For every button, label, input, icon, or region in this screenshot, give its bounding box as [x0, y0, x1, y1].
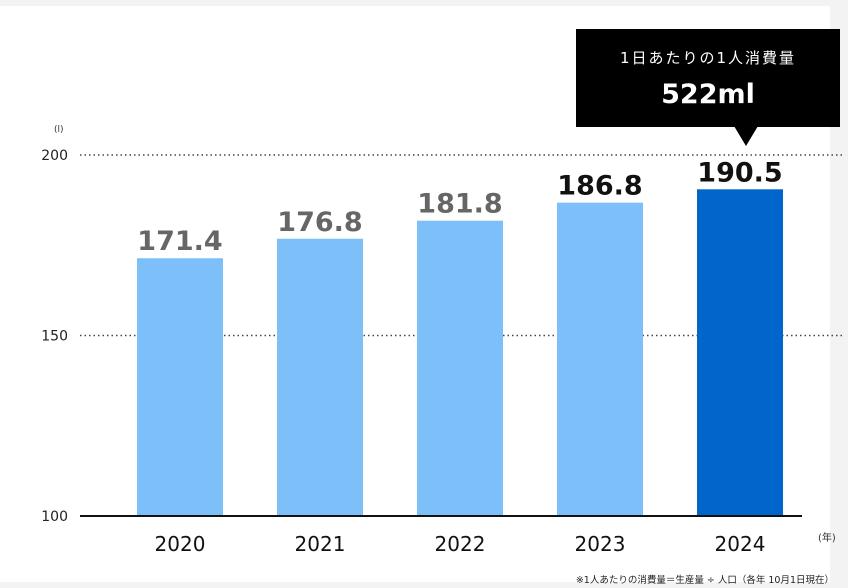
callout-pointer	[734, 126, 758, 146]
y-tick-label-100: 100	[41, 509, 68, 525]
bar-2020	[137, 258, 223, 516]
callout-label: 1日あたりの1人消費量	[619, 49, 797, 67]
x-tick-label-2022: 2022	[435, 532, 486, 556]
x-tick-label-2024: 2024	[715, 532, 766, 556]
value-label-2020: 171.4	[137, 226, 222, 257]
footnote: ※1人あたりの消費量＝生産量 ÷ 人口（各年 10月1日現在）	[575, 575, 834, 586]
bar-2022	[417, 220, 503, 516]
x-tick-label-2020: 2020	[155, 532, 206, 556]
y-tick-label-200: 200	[41, 148, 68, 164]
value-label-2022: 181.8	[417, 189, 502, 220]
y-unit-label: (l)	[54, 125, 64, 135]
y-tick-label-150: 150	[41, 329, 68, 345]
x-tick-label-2023: 2023	[575, 532, 626, 556]
x-tick-label-2021: 2021	[295, 532, 346, 556]
bar-2021	[277, 238, 363, 516]
value-label-2024: 190.5	[697, 157, 782, 188]
value-label-2021: 176.8	[277, 207, 362, 238]
x-unit-label: (年)	[818, 531, 836, 544]
callout-box: 1日あたりの1人消費量 522ml	[576, 29, 840, 127]
callout-value: 522ml	[661, 79, 755, 110]
bar-2023	[557, 202, 643, 517]
bar-2024	[697, 189, 783, 517]
value-label-2023: 186.8	[557, 171, 642, 202]
